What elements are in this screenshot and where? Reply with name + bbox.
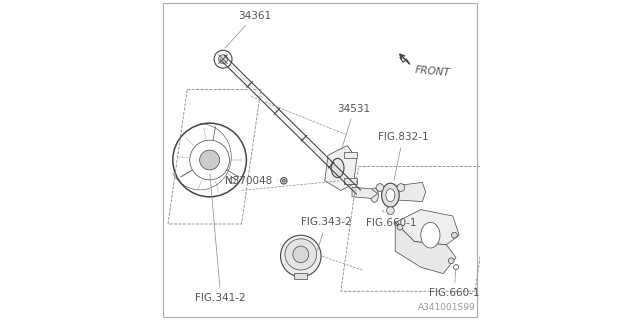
Text: N370048: N370048 <box>225 176 278 186</box>
Polygon shape <box>397 182 426 202</box>
Polygon shape <box>396 210 460 245</box>
Ellipse shape <box>293 246 308 263</box>
Ellipse shape <box>285 239 317 270</box>
Ellipse shape <box>386 189 395 202</box>
Ellipse shape <box>332 158 344 178</box>
Text: A341001S99: A341001S99 <box>417 303 475 312</box>
Text: FIG.660-1: FIG.660-1 <box>366 210 417 228</box>
Polygon shape <box>173 124 231 190</box>
Circle shape <box>376 184 384 191</box>
Circle shape <box>219 55 228 64</box>
Ellipse shape <box>371 188 378 202</box>
Circle shape <box>230 177 236 183</box>
Bar <box>294 273 307 279</box>
Circle shape <box>214 50 232 68</box>
Circle shape <box>448 258 454 264</box>
Circle shape <box>397 224 403 230</box>
Ellipse shape <box>280 235 321 277</box>
Ellipse shape <box>189 140 230 180</box>
Circle shape <box>453 265 458 270</box>
Polygon shape <box>325 146 357 190</box>
Text: FIG.832-1: FIG.832-1 <box>378 132 428 180</box>
Circle shape <box>282 179 285 182</box>
Text: 34361: 34361 <box>225 11 271 48</box>
Circle shape <box>452 232 457 238</box>
Circle shape <box>200 150 220 170</box>
Ellipse shape <box>381 183 399 207</box>
Polygon shape <box>396 222 456 274</box>
Text: FIG.343-2: FIG.343-2 <box>301 217 351 250</box>
Ellipse shape <box>421 222 440 248</box>
Circle shape <box>281 178 287 184</box>
Circle shape <box>397 184 404 191</box>
Text: FIG.341-2: FIG.341-2 <box>195 174 246 303</box>
Text: FRONT: FRONT <box>415 66 451 78</box>
Polygon shape <box>352 187 378 198</box>
Bar <box>344 152 357 158</box>
Text: FIG.660-1: FIG.660-1 <box>429 270 479 298</box>
Text: 34531: 34531 <box>338 104 371 149</box>
Circle shape <box>387 207 394 214</box>
Ellipse shape <box>173 123 246 197</box>
Bar <box>344 178 357 184</box>
